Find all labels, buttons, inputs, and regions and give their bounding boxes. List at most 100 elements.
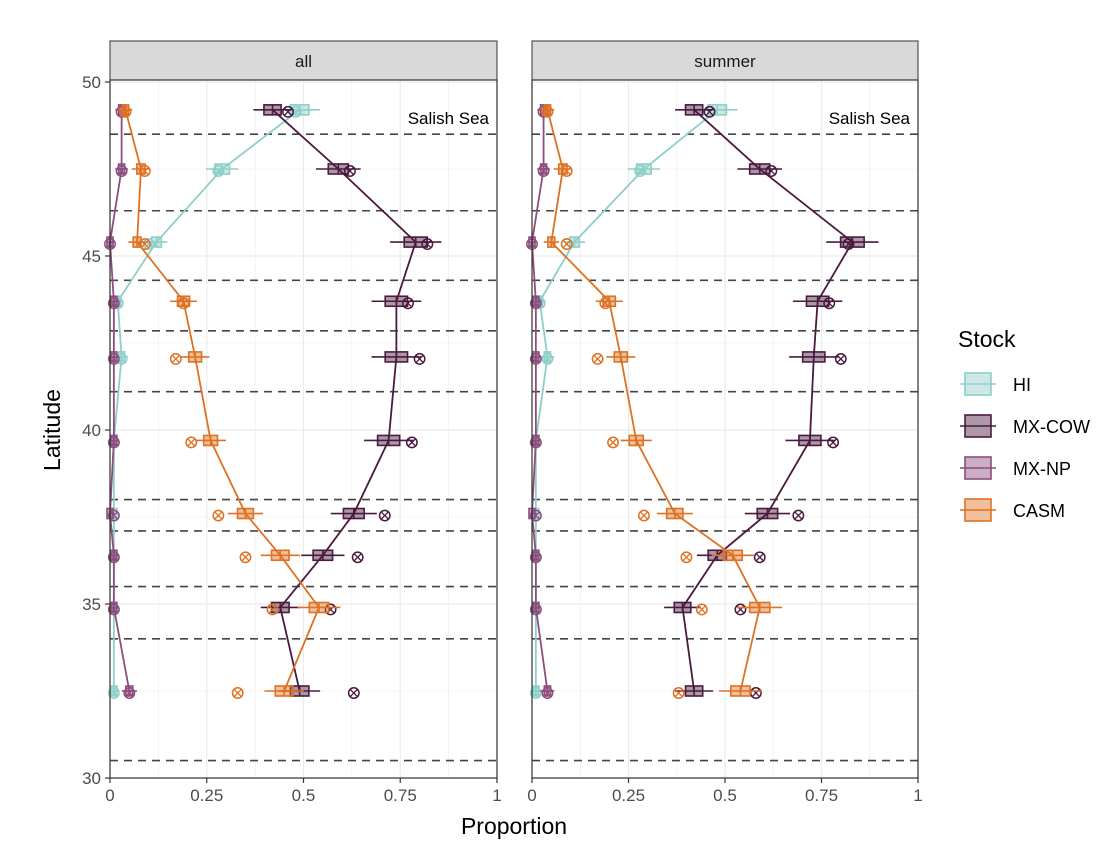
observed-marker xyxy=(842,238,855,251)
observed-marker xyxy=(680,551,693,564)
series-line xyxy=(531,109,549,692)
observed-marker-cross xyxy=(233,688,242,698)
observed-marker-cross xyxy=(125,688,134,698)
observed-marker-cross xyxy=(144,239,153,249)
gridlines xyxy=(531,80,919,779)
observed-marker-cross xyxy=(407,438,417,447)
observed-marker xyxy=(111,297,124,310)
observed-marker-cross xyxy=(828,438,838,447)
observed-marker-cross xyxy=(682,553,691,562)
observed-marker-cross xyxy=(674,688,683,698)
observed-marker-cross xyxy=(403,299,413,308)
x-tick-label: 0 xyxy=(105,786,114,805)
observed-marker xyxy=(560,238,573,251)
legend-key-box xyxy=(964,414,992,438)
legend-key-box xyxy=(964,498,992,522)
observed-marker xyxy=(695,603,708,616)
observed-marker xyxy=(529,687,542,699)
observed-marker-cross xyxy=(531,605,541,614)
x-tick-label: 1 xyxy=(492,786,501,805)
observed-marker xyxy=(607,436,620,449)
observed-marker xyxy=(560,165,573,177)
observed-marker-cross xyxy=(423,239,432,249)
observed-marker xyxy=(185,436,198,449)
observed-marker-cross xyxy=(109,511,119,520)
observed-marker-cross xyxy=(353,553,362,562)
observed-marker-cross xyxy=(179,299,188,308)
x-tick-label: 1 xyxy=(913,786,922,805)
observed-marker-cross xyxy=(705,107,714,116)
observed-marker-cross xyxy=(140,166,149,176)
observed-marker-cross xyxy=(109,605,119,614)
observed-marker-cross xyxy=(543,688,552,698)
observed-marker xyxy=(324,603,337,616)
observed-marker xyxy=(529,436,542,449)
facet-title: summer xyxy=(694,52,756,71)
observed-marker xyxy=(107,509,120,522)
facet-summer: summer Salish Sea 0 0.25 0.5 0.75 1 xyxy=(526,40,923,805)
y-tick-label: 50 xyxy=(82,73,101,92)
observed-marker-cross xyxy=(531,511,541,520)
series-line xyxy=(109,109,131,692)
series-mx-np xyxy=(104,104,137,699)
observed-marker-cross xyxy=(562,239,571,249)
observed-marker-cross xyxy=(601,299,610,308)
observed-marker xyxy=(123,687,136,699)
observed-marker xyxy=(107,687,120,699)
observed-marker-cross xyxy=(593,354,602,364)
legend-item-casm: CASM xyxy=(960,498,1065,522)
observed-marker xyxy=(107,297,120,310)
observed-marker-cross xyxy=(109,553,119,562)
facet-title: all xyxy=(295,52,312,71)
observed-marker-cross xyxy=(543,354,552,364)
observed-marker-cross xyxy=(531,299,541,308)
observed-marker xyxy=(282,105,294,118)
observed-marker xyxy=(212,165,225,177)
legend-key-box xyxy=(964,456,992,480)
observed-marker-cross xyxy=(171,354,180,364)
observed-marker xyxy=(637,509,650,522)
series-line xyxy=(271,109,417,692)
observed-marker xyxy=(533,297,546,310)
observed-marker-cross xyxy=(241,553,250,562)
observed-marker xyxy=(138,238,151,251)
observed-marker-cross xyxy=(531,688,541,698)
series-casm xyxy=(118,104,341,699)
legend-item-hi: HI xyxy=(960,372,1031,396)
series-line xyxy=(546,109,761,692)
axis-titles-group: Proportion Latitude xyxy=(39,389,567,839)
y-tick-label: 30 xyxy=(82,769,101,788)
observed-marker xyxy=(541,687,554,699)
observed-marker xyxy=(734,603,747,616)
observed-marker xyxy=(107,352,120,365)
facet-strip xyxy=(531,40,919,81)
observed-marker xyxy=(231,687,244,699)
observed-marker xyxy=(347,687,360,699)
observed-marker-cross xyxy=(844,239,853,249)
observed-marker xyxy=(529,509,542,522)
observed-marker-cross xyxy=(345,166,355,176)
observed-marker-cross xyxy=(531,553,541,562)
observed-marker-cross xyxy=(121,107,130,116)
legend-label: MX-NP xyxy=(1013,459,1071,479)
observed-marker xyxy=(529,352,542,365)
observed-marker-cross xyxy=(187,438,196,447)
legend-label: MX-COW xyxy=(1013,417,1090,437)
observed-marker xyxy=(672,687,685,699)
x-tick-label: 0 xyxy=(527,786,536,805)
observed-marker-cross xyxy=(268,605,277,614)
observed-marker-cross xyxy=(415,354,424,364)
observed-marker-cross xyxy=(117,166,126,176)
observed-marker xyxy=(823,297,836,310)
observed-marker xyxy=(289,105,302,118)
legend-label: CASM xyxy=(1013,501,1065,521)
x-tick-label: 0.25 xyxy=(612,786,645,805)
observed-marker xyxy=(529,551,542,564)
observed-marker xyxy=(753,551,766,564)
observed-marker xyxy=(599,297,612,310)
observed-marker-cross xyxy=(531,354,541,364)
observed-marker xyxy=(138,165,151,177)
observed-marker-cross xyxy=(608,438,618,447)
observed-marker xyxy=(351,551,364,564)
